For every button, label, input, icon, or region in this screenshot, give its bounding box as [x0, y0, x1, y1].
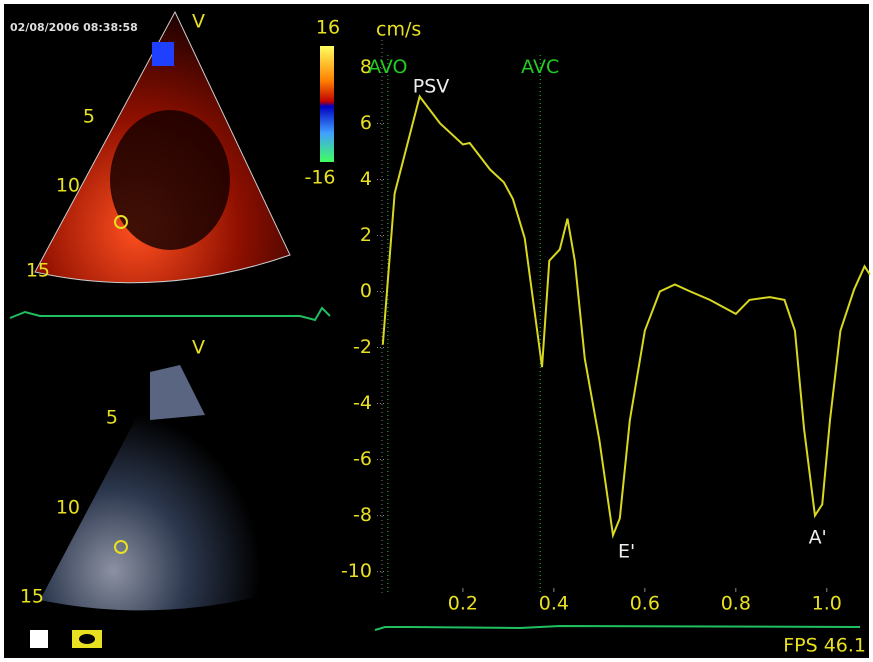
y-tick-label: 6	[360, 112, 372, 134]
depth-label: 10	[56, 175, 80, 197]
screen: 02/08/2006 08:38:58 V V 5 10 15 5 10 15 16 -16 FPS …	[0, 0, 873, 662]
y-tick-label: 2	[360, 224, 372, 246]
icon-mark	[79, 634, 95, 644]
x-tick-label: 0.4	[539, 593, 569, 615]
depth-label: 5	[106, 407, 118, 429]
x-tick-label: 1.0	[812, 593, 842, 615]
color-bar	[320, 46, 334, 162]
cavity	[110, 110, 230, 250]
annotation: E'	[618, 540, 635, 562]
y-tick-label: -8	[353, 504, 372, 526]
annotation: AVO	[368, 56, 407, 78]
annotation: A'	[809, 526, 827, 548]
y-tick-label: -6	[353, 448, 372, 470]
y-tick-label: -2	[353, 336, 372, 358]
page: 02/08/2006 08:38:58 V V 5 10 15 5 10 15 16 -16 FPS …	[0, 0, 873, 662]
depth-label: 5	[83, 106, 95, 128]
y-tick-label: 0	[360, 280, 372, 302]
annotation: PSV	[413, 76, 450, 98]
icon[interactable]	[30, 630, 48, 648]
x-tick-label: 0.8	[721, 593, 751, 615]
color-bar-max: 16	[316, 17, 340, 39]
depth-label: 10	[56, 497, 80, 519]
depth-label: 15	[20, 586, 44, 608]
x-tick-label: 0.6	[630, 593, 660, 615]
color-bar-min: -16	[304, 167, 335, 189]
fps: FPS 46.1	[783, 635, 866, 657]
timestamp: 02/08/2006 08:38:58	[10, 21, 138, 34]
x-tick-label: 0.2	[448, 593, 478, 615]
y-axis-label: cm/s	[376, 19, 421, 41]
depth-label: 15	[26, 260, 50, 282]
annotation: AVC	[521, 56, 559, 78]
y-tick-label: 4	[360, 168, 372, 190]
y-tick-label: -4	[353, 392, 372, 414]
view-label: V	[192, 337, 205, 359]
flow-patch	[152, 42, 174, 66]
view-label: V	[192, 11, 205, 33]
y-tick-label: -10	[341, 560, 372, 582]
